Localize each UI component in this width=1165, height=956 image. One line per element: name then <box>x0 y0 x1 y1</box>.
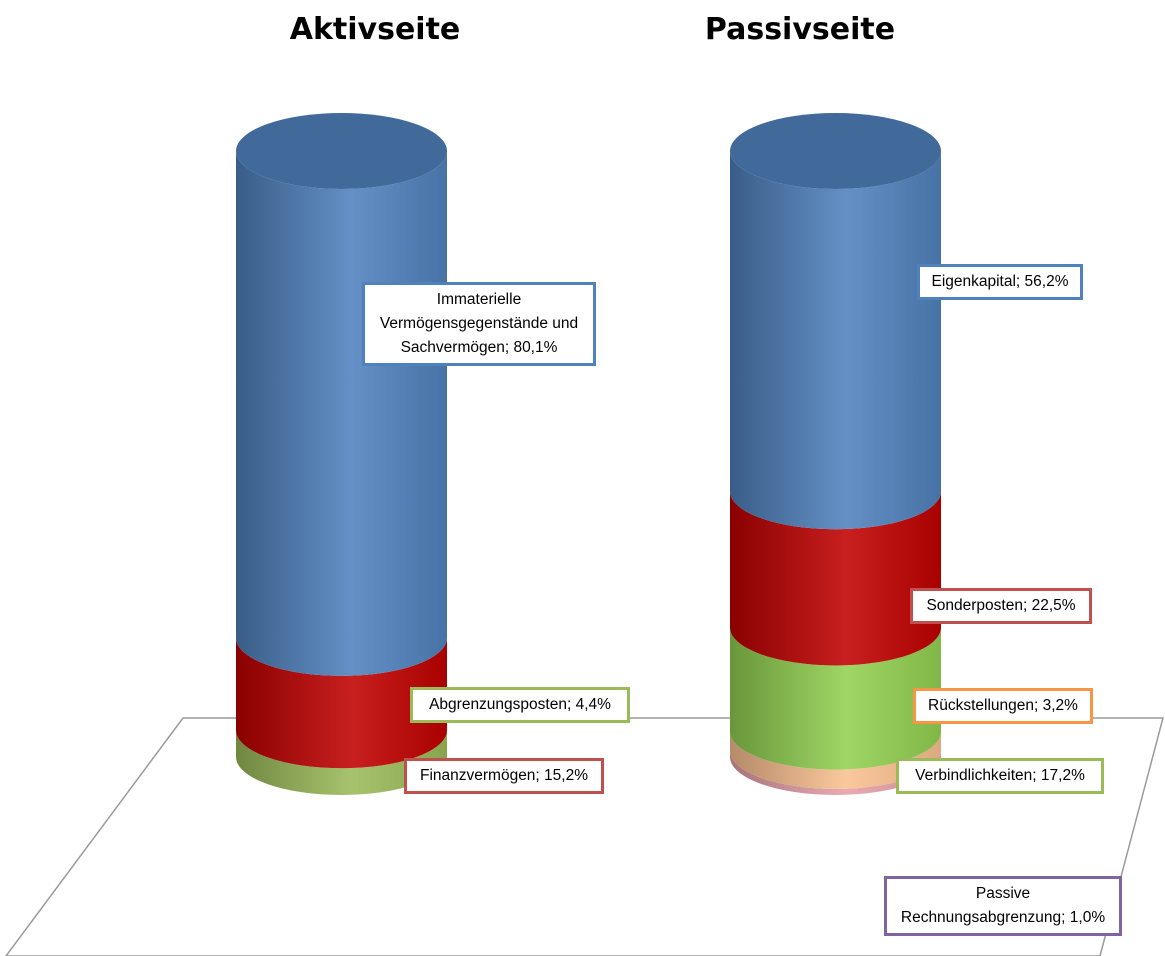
data-label-finanzvermoegen: Finanzvermögen; 15,2% <box>404 758 604 795</box>
data-label-abgrenzungsposten: Abgrenzungsposten; 4,4% <box>410 687 630 724</box>
chart-title-aktivseite: Aktivseite <box>289 12 461 47</box>
cylinder-segment-eigenkapital <box>730 151 941 530</box>
chart-title-passivseite: Passivseite <box>704 12 896 47</box>
cylinder-segment-immaterielle-vermoegensgegenstaende-und-sachvermoegen <box>236 151 447 676</box>
data-label-sonderposten: Sonderposten; 22,5% <box>910 588 1092 625</box>
cylinder-segment-sonderposten <box>730 491 941 666</box>
data-label-verbindlichkeiten: Verbindlichkeiten; 17,2% <box>896 758 1104 795</box>
data-label-line: Sachvermögen; 80,1% <box>400 339 558 357</box>
data-label-line: Immaterielle <box>436 291 522 308</box>
data-label-eigenkapital: Eigenkapital; 56,2% <box>917 264 1083 301</box>
data-label-line: Rechnungsabgrenzung; 1,0% <box>900 909 1106 927</box>
data-label-rueckstellungen: Rückstellungen; 3,2% <box>913 688 1093 725</box>
data-label-line: Passive <box>975 885 1031 902</box>
data-label-line: Vermögensgegenstände und <box>379 315 579 333</box>
cylinder-segment-finanzvermoegen <box>236 637 447 769</box>
cylinder-top-cap <box>236 113 447 189</box>
cylinder-segment-abgrenzungsposten <box>236 730 447 795</box>
data-label-passive-rechnungsabgrenzung: Passive Rechnungsabgrenzung; 1,0% <box>884 876 1122 937</box>
cylinder-segment-verbindlichkeiten <box>730 627 941 770</box>
cylinder-top-cap <box>730 113 941 189</box>
cylinder-segment-passive-rechnungsabgrenzung <box>730 750 941 795</box>
cylinder-segment-rueckstellungen <box>730 731 941 789</box>
data-label-immaterielle-vermoegensgegenstaende-und-sachvermoegen: Immaterielle Vermögensgegenstände und Sach… <box>362 282 596 367</box>
